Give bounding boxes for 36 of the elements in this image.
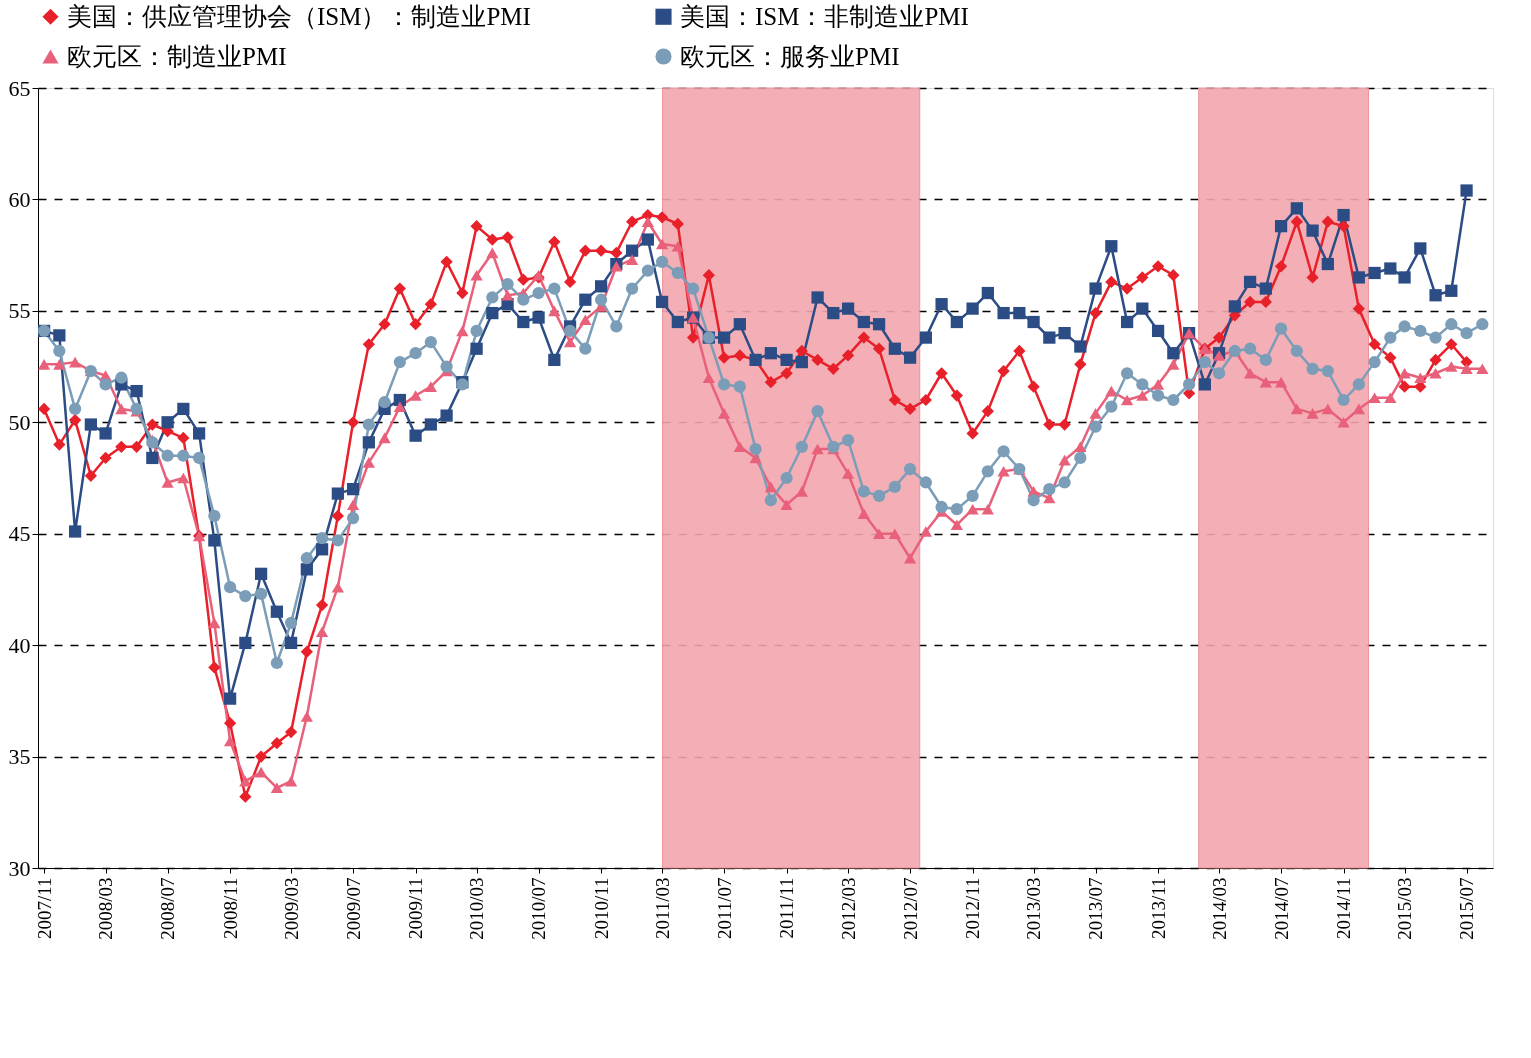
legend-label: 美国：ISM：非制造业PMI <box>680 2 969 30</box>
x-tick-label: 2011/03 <box>651 877 673 940</box>
x-tick-label: 2014/11 <box>1333 877 1355 940</box>
x-tick-label: 2015/03 <box>1394 877 1416 940</box>
y-tick-label: 65 <box>8 75 31 101</box>
x-tick-label: 2008/07 <box>157 877 179 940</box>
legend-label: 美国：供应管理协会（ISM）：制造业PMI <box>67 2 531 30</box>
x-tick-label: 2012/07 <box>899 877 921 940</box>
x-tick-label: 2007/11 <box>33 877 55 940</box>
x-tick-label: 2009/11 <box>405 877 427 940</box>
x-tick-label: 2009/07 <box>342 877 364 940</box>
legend-label: 欧元区：制造业PMI <box>67 42 287 70</box>
y-tick-label: 60 <box>8 186 31 212</box>
x-tick-label: 2009/03 <box>280 877 302 940</box>
y-tick-label: 35 <box>8 744 31 770</box>
x-tick-label: 2014/07 <box>1270 877 1292 940</box>
y-tick-label: 55 <box>8 298 31 324</box>
x-tick-label: 2013/03 <box>1023 877 1045 940</box>
y-tick-label: 50 <box>8 409 31 435</box>
x-tick-label: 2008/03 <box>95 877 117 940</box>
y-tick-label: 40 <box>8 632 31 658</box>
x-tick-label: 2010/11 <box>590 877 612 940</box>
x-tick-label: 2012/03 <box>837 877 859 940</box>
y-tick-label: 30 <box>8 855 31 881</box>
x-tick-label: 2015/07 <box>1456 877 1478 940</box>
x-tick-label: 2010/03 <box>466 877 488 940</box>
x-tick-label: 2013/11 <box>1147 877 1169 940</box>
x-tick-label: 2010/07 <box>528 877 550 940</box>
x-tick-label: 2011/11 <box>776 877 798 939</box>
legend-label: 欧元区：服务业PMI <box>680 42 900 70</box>
x-tick-label: 2012/11 <box>962 877 984 940</box>
x-tick-label: 2008/11 <box>219 877 241 940</box>
y-tick-label: 45 <box>8 521 31 547</box>
x-tick-label: 2013/07 <box>1085 877 1107 940</box>
x-tick-label: 2014/03 <box>1208 877 1230 940</box>
x-tick-label: 2011/07 <box>713 877 735 940</box>
